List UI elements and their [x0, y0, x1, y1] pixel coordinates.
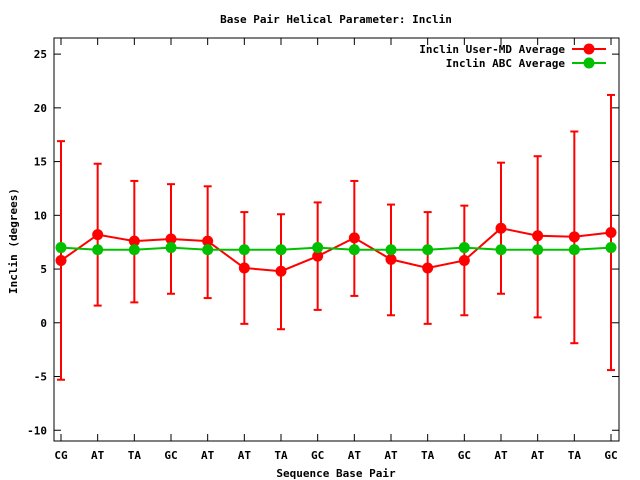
x-tick-label: TA: [274, 449, 288, 462]
data-point: [312, 242, 324, 254]
x-tick-label: GC: [604, 449, 617, 462]
data-point: [348, 232, 360, 244]
data-point: [495, 244, 507, 256]
y-axis-label: Inclin (degrees): [7, 188, 20, 294]
data-point: [165, 242, 177, 254]
data-point: [495, 222, 507, 234]
y-tick-label: 25: [34, 48, 47, 61]
series-1: [55, 93, 617, 381]
data-point: [92, 244, 104, 256]
data-point: [55, 242, 67, 254]
x-tick-label: AT: [348, 449, 362, 462]
data-point: [165, 233, 177, 245]
data-point: [605, 242, 617, 254]
x-tick-label: TA: [128, 449, 142, 462]
data-point: [385, 244, 397, 256]
data-point: [458, 242, 470, 254]
data-point: [238, 262, 250, 274]
data-point: [128, 244, 140, 256]
x-tick-label: AT: [91, 449, 105, 462]
legend-marker: [583, 57, 595, 69]
data-point: [202, 244, 214, 256]
y-tick-label: -10: [27, 424, 47, 437]
x-tick-label: AT: [384, 449, 398, 462]
x-tick-label: GC: [458, 449, 471, 462]
x-tick-label: AT: [494, 449, 508, 462]
y-tick-label: -5: [34, 371, 47, 384]
data-point: [532, 244, 544, 256]
y-tick-label: 10: [34, 209, 47, 222]
legend-label: Inclin ABC Average: [446, 57, 566, 70]
x-tick-label: GC: [164, 449, 177, 462]
data-point: [532, 230, 544, 242]
data-point: [458, 254, 470, 266]
legend-label: Inclin User-MD Average: [419, 43, 565, 56]
series-2: [55, 242, 617, 256]
data-point: [92, 229, 104, 241]
data-point: [128, 235, 140, 247]
series-line: [60, 227, 612, 273]
x-axis: CG AT TA GC AT AT TA GC AT AT TA GC AT AT TA GC: [54, 38, 618, 462]
data-point: [238, 244, 250, 256]
series-layer: [55, 93, 617, 381]
data-point: [385, 253, 397, 265]
data-point: [605, 227, 617, 239]
legend-marker: [583, 43, 595, 55]
x-tick-label: CG: [54, 449, 68, 462]
chart-title: Base Pair Helical Parameter: Inclin: [220, 13, 452, 26]
plot-frame: [53, 37, 620, 442]
data-point: [568, 231, 580, 243]
y-tick-label: 20: [34, 102, 47, 115]
data-point: [348, 244, 360, 256]
data-point: [275, 244, 287, 256]
series-line: [60, 246, 612, 251]
data-point: [202, 235, 214, 247]
x-axis-label: Sequence Base Pair: [276, 467, 396, 480]
plot-border: [53, 37, 620, 442]
x-tick-label: AT: [531, 449, 545, 462]
x-tick-label: AT: [238, 449, 252, 462]
y-tick-label: 15: [34, 156, 47, 169]
x-tick-label: AT: [201, 449, 215, 462]
data-point: [422, 262, 434, 274]
x-tick-label: TA: [421, 449, 435, 462]
y-tick-label: 5: [40, 263, 47, 276]
data-point: [422, 244, 434, 256]
x-tick-label: GC: [311, 449, 324, 462]
data-point: [55, 254, 67, 266]
data-point: [568, 244, 580, 256]
data-point: [312, 250, 324, 262]
y-axis: -10 -5 0 5 10 15 20 25: [27, 48, 619, 437]
y-tick-label: 0: [40, 317, 47, 330]
x-tick-label: TA: [568, 449, 582, 462]
data-point: [275, 265, 287, 277]
